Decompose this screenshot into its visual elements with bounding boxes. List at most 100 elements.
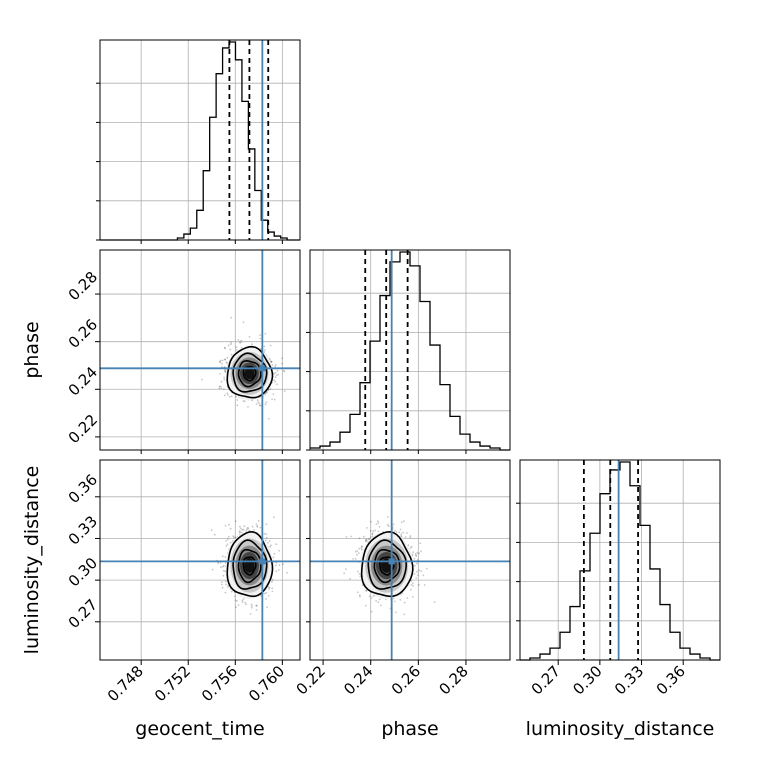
sample-point: [227, 344, 230, 347]
sample-point: [365, 540, 367, 543]
histogram-geocent_time: [100, 41, 300, 241]
x-tick-label: 0.22: [293, 662, 329, 698]
sample-point: [271, 364, 274, 366]
sample-point: [412, 551, 415, 553]
sample-point: [224, 370, 227, 373]
sample-point: [370, 520, 372, 523]
sample-point: [270, 360, 273, 363]
sample-point: [274, 365, 277, 368]
sample-point: [259, 334, 262, 337]
sample-point: [236, 600, 238, 602]
sample-point: [239, 530, 241, 532]
sample-point: [263, 592, 266, 595]
y-tick-label: 0.24: [65, 363, 101, 399]
sample-point: [425, 567, 428, 570]
sample-point: [274, 376, 277, 378]
x-tick-label: 0.33: [611, 662, 647, 698]
sample-point: [211, 568, 214, 571]
sample-point: [411, 553, 414, 556]
sample-point: [273, 379, 275, 382]
sample-point: [237, 339, 240, 341]
sample-point: [235, 349, 238, 351]
sample-point: [226, 538, 229, 541]
x-tick-label: 0.760: [245, 662, 288, 705]
sample-point: [255, 604, 258, 607]
sample-point: [246, 528, 248, 531]
panel-frame: [309, 249, 511, 451]
sample-point: [275, 374, 278, 377]
sample-point: [221, 555, 224, 558]
sample-point: [270, 544, 272, 546]
sample-point: [267, 595, 270, 597]
sample-point: [265, 591, 268, 594]
panel-frame: [99, 249, 301, 451]
sample-point: [238, 531, 241, 534]
y-tick-label: 0.36: [65, 471, 101, 507]
sample-point: [230, 590, 233, 593]
sample-point: [221, 581, 223, 583]
sample-point: [253, 529, 256, 531]
truth-marker: [259, 365, 266, 372]
y-axis-label-luminosity_distance: luminosity_distance: [21, 466, 43, 655]
sample-point: [410, 588, 412, 591]
truth-marker: [259, 558, 266, 565]
sample-point: [369, 536, 372, 539]
sample-point: [230, 316, 233, 319]
sample-point: [268, 588, 270, 590]
sample-point: [226, 356, 229, 359]
sample-point: [235, 395, 238, 398]
sample-point: [239, 341, 242, 344]
sample-point: [251, 343, 253, 346]
sample-point: [343, 572, 346, 575]
sample-point: [201, 378, 203, 381]
contour-line: [232, 539, 268, 590]
sample-point: [374, 529, 376, 532]
panel-2d-geocent_time-luminosity_distance: [99, 459, 301, 661]
sample-point: [257, 401, 260, 404]
sample-point: [360, 545, 363, 547]
sample-point: [286, 571, 288, 574]
sample-point: [224, 591, 227, 594]
sample-point: [367, 538, 370, 540]
sample-point: [238, 341, 241, 344]
sample-point: [263, 345, 266, 348]
sample-point: [400, 533, 403, 536]
sample-point: [256, 525, 259, 528]
sample-point: [226, 543, 229, 546]
sample-point: [281, 357, 284, 360]
sample-point: [265, 533, 268, 535]
panel-density: [310, 460, 510, 660]
sample-point: [277, 569, 280, 571]
sample-point: [224, 524, 227, 527]
sample-point: [416, 570, 418, 573]
sample-point: [259, 404, 261, 407]
x-tick-label: 0.752: [151, 662, 194, 705]
sample-point: [267, 586, 270, 588]
sample-point: [406, 597, 409, 599]
sample-point: [265, 598, 267, 600]
sample-point: [275, 570, 278, 573]
sample-point: [275, 543, 278, 546]
panel-2d-geocent_time-phase: [99, 249, 301, 451]
sample-point: [259, 337, 262, 340]
sample-point: [222, 574, 225, 577]
sample-point: [219, 359, 222, 362]
sample-point: [371, 535, 374, 538]
sample-point: [243, 525, 246, 528]
panel-frame: [309, 459, 511, 661]
sample-point: [357, 591, 359, 594]
sample-point: [242, 598, 245, 600]
sample-point: [356, 550, 359, 552]
sample-point: [219, 360, 221, 363]
y-tick-label: 0.26: [65, 315, 101, 351]
sample-point: [250, 603, 253, 606]
sample-point: [230, 341, 233, 344]
sample-point: [372, 595, 375, 597]
sample-point: [416, 551, 419, 554]
sample-point: [221, 586, 224, 589]
sample-point: [415, 555, 418, 557]
sample-point: [234, 536, 237, 539]
sample-point: [210, 529, 213, 532]
sample-point: [344, 568, 347, 570]
sample-point: [413, 572, 416, 575]
